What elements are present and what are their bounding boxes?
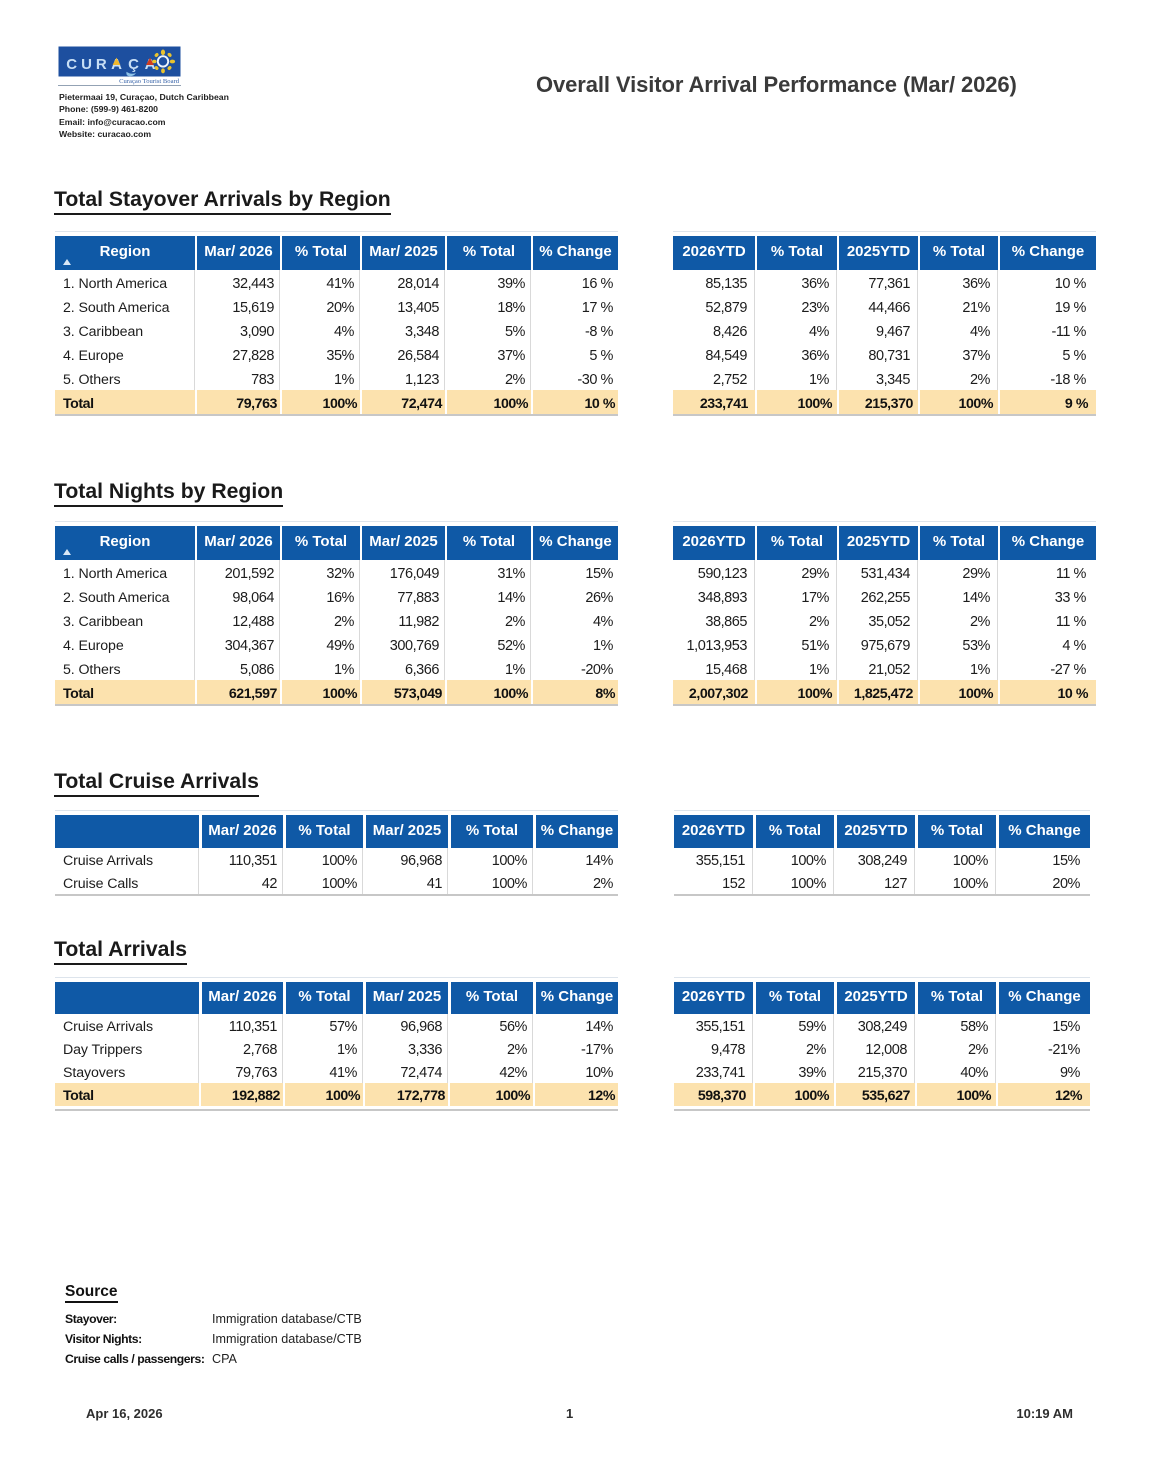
svg-text:Ç: Ç: [128, 56, 139, 73]
svg-text:U: U: [81, 56, 92, 73]
svg-text:R: R: [96, 56, 107, 73]
svg-text:C: C: [66, 56, 77, 73]
